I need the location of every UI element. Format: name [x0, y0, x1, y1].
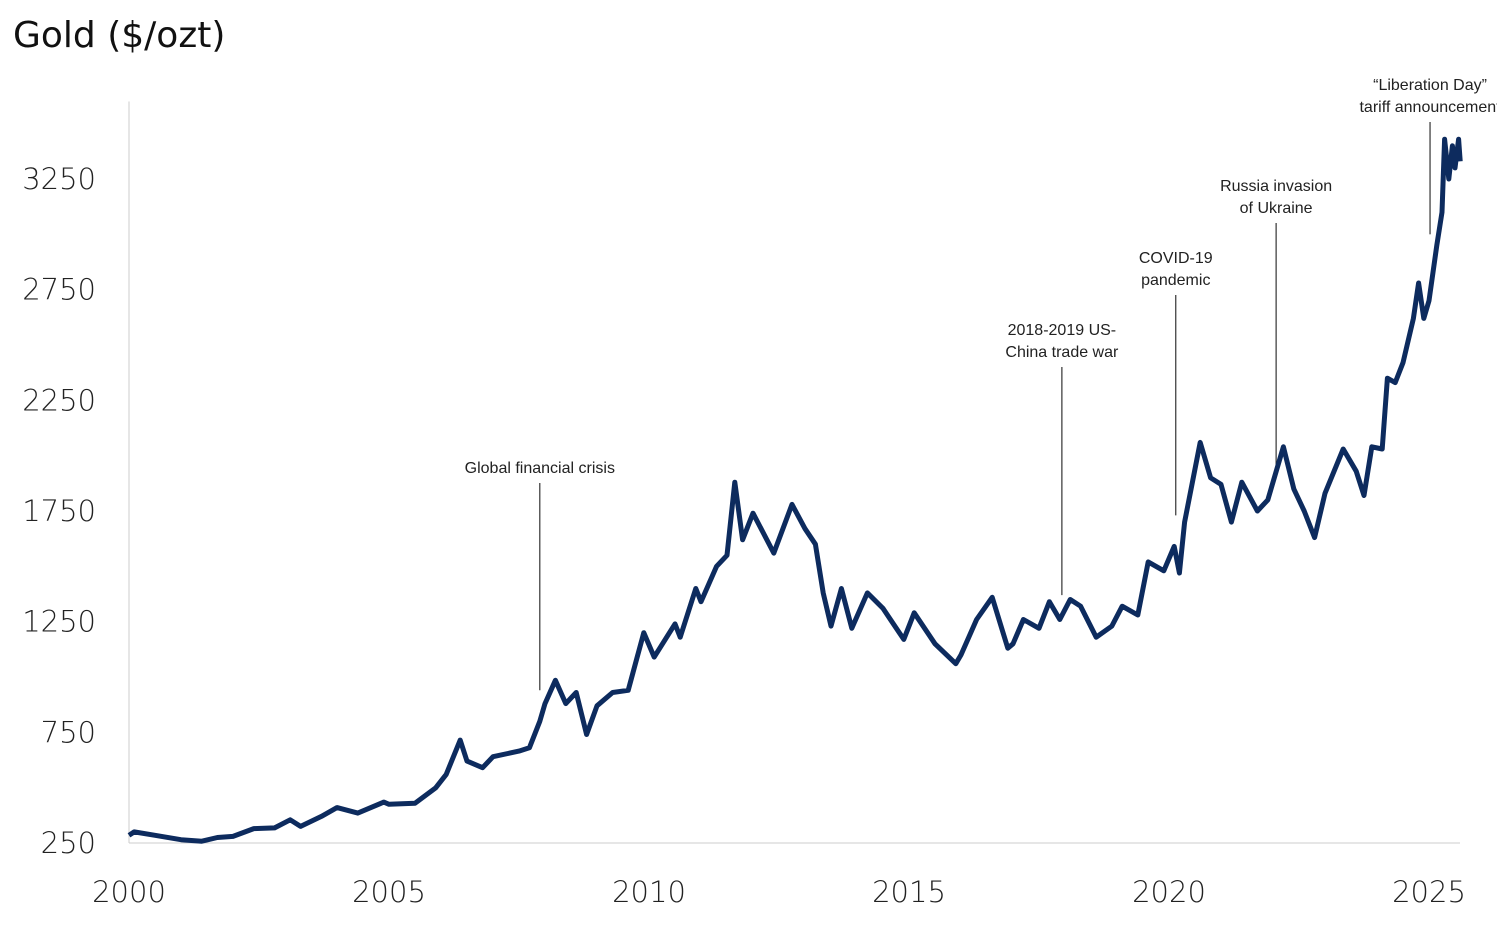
annotation-label: COVID-19 — [1139, 250, 1213, 267]
x-tick-label: 2010 — [612, 875, 686, 909]
annotation-label: of Ukraine — [1240, 200, 1313, 217]
annotation-label: pandemic — [1141, 272, 1210, 289]
y-tick-label: 250 — [41, 826, 96, 860]
annotation-label: “Liberation Day” — [1373, 77, 1487, 94]
y-tick-label: 3250 — [22, 162, 96, 196]
chart-title: Gold ($/ozt) — [13, 15, 225, 56]
annotation-label: tariff announcement — [1359, 99, 1497, 116]
y-tick-label: 2750 — [22, 273, 96, 307]
y-tick-label: 750 — [41, 715, 96, 749]
series-line — [127, 136, 1463, 844]
x-tick-label: 2020 — [1132, 875, 1206, 909]
y-tick-label: 2250 — [22, 383, 96, 417]
annotation-label: China trade war — [1005, 344, 1119, 361]
annotation-label: 2018-2019 US- — [1008, 322, 1117, 339]
y-tick-label: 1250 — [22, 605, 96, 639]
x-tick-label: 2025 — [1392, 875, 1466, 909]
x-tick-label: 2005 — [352, 875, 426, 909]
annotation-label: Russia invasion — [1220, 178, 1332, 195]
x-tick-label: 2015 — [872, 875, 946, 909]
annotation-label: Global financial crisis — [465, 460, 615, 477]
x-tick-label: 2000 — [92, 875, 166, 909]
y-tick-label: 1750 — [22, 494, 96, 528]
